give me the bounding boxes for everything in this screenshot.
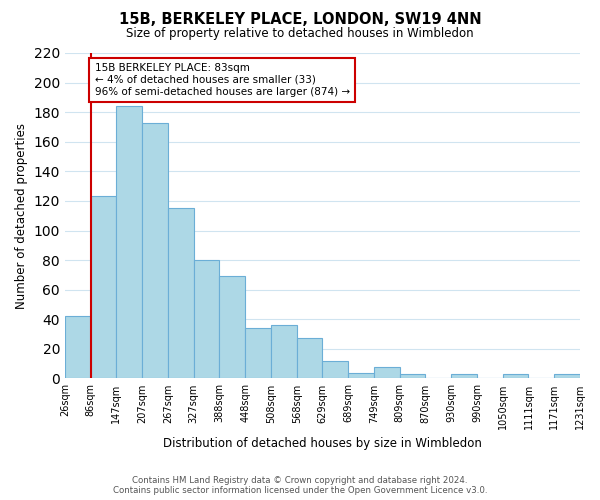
Bar: [554, 374, 580, 378]
Bar: [322, 360, 348, 378]
Text: Size of property relative to detached houses in Wimbledon: Size of property relative to detached ho…: [126, 28, 474, 40]
Bar: [91, 196, 116, 378]
Bar: [374, 366, 400, 378]
Text: Contains HM Land Registry data © Crown copyright and database right 2024.
Contai: Contains HM Land Registry data © Crown c…: [113, 476, 487, 495]
X-axis label: Distribution of detached houses by size in Wimbledon: Distribution of detached houses by size …: [163, 437, 482, 450]
Bar: [220, 276, 245, 378]
Bar: [271, 325, 297, 378]
Bar: [297, 338, 322, 378]
Y-axis label: Number of detached properties: Number of detached properties: [15, 122, 28, 308]
Bar: [65, 316, 91, 378]
Bar: [168, 208, 194, 378]
Bar: [451, 374, 477, 378]
Text: 15B, BERKELEY PLACE, LONDON, SW19 4NN: 15B, BERKELEY PLACE, LONDON, SW19 4NN: [119, 12, 481, 28]
Text: 15B BERKELEY PLACE: 83sqm
← 4% of detached houses are smaller (33)
96% of semi-d: 15B BERKELEY PLACE: 83sqm ← 4% of detach…: [95, 64, 350, 96]
Bar: [142, 122, 168, 378]
Bar: [503, 374, 529, 378]
Bar: [400, 374, 425, 378]
Bar: [245, 328, 271, 378]
Bar: [194, 260, 220, 378]
Bar: [116, 106, 142, 378]
Bar: [348, 372, 374, 378]
